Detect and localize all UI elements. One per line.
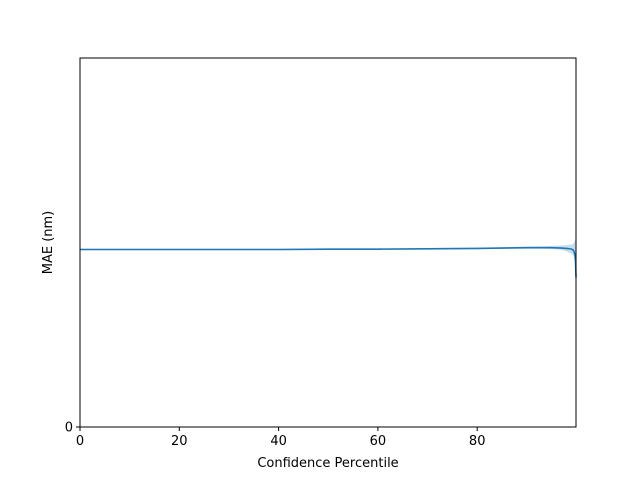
x-tick-label: 0 [76, 434, 84, 449]
x-axis-label: Confidence Percentile [257, 456, 398, 471]
x-tick-label: 40 [270, 434, 287, 449]
plot-frame [79, 57, 577, 428]
x-tick-label: 60 [370, 434, 387, 449]
y-tick-label: 0 [65, 421, 73, 436]
x-tick-label: 20 [171, 434, 188, 449]
x-tick-label: 80 [469, 434, 486, 449]
y-axis-label: MAE (nm) [41, 211, 56, 275]
x-axis-ticks: 0 20 40 60 80 [76, 427, 486, 449]
y-axis-ticks: 0 [65, 421, 80, 436]
plot-layer [80, 236, 577, 278]
series-0-line [80, 246, 577, 278]
